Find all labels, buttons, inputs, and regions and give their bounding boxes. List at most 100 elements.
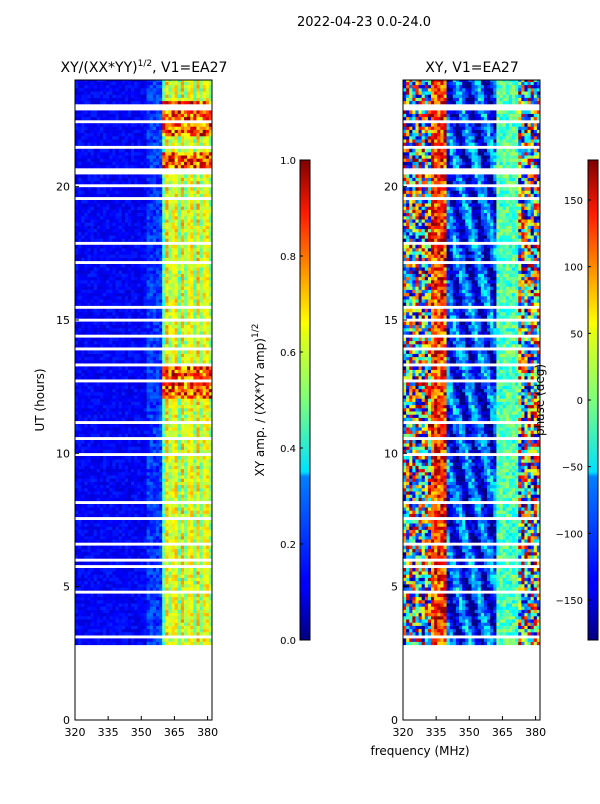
heatmap-cell [131, 465, 135, 470]
heatmap-cell [75, 280, 79, 284]
heatmap-cell [96, 273, 101, 278]
heatmap-cell [199, 628, 204, 633]
heatmap-cell [202, 616, 207, 620]
heatmap-cell [81, 468, 85, 473]
heatmap-cell [165, 593, 169, 598]
heatmap-cell [187, 308, 191, 313]
heatmap-cell [115, 536, 119, 540]
heatmap-cell [168, 385, 172, 390]
heatmap-cell [96, 350, 101, 354]
heatmap-cell [165, 270, 169, 274]
heatmap-cell [124, 398, 129, 402]
heatmap-cell [190, 494, 194, 498]
heatmap-cell [205, 292, 210, 297]
heatmap-cell [162, 254, 166, 258]
heatmap-cell [134, 398, 138, 402]
heatmap-cell [75, 497, 79, 502]
heatmap-cell [162, 475, 166, 479]
heatmap-cell [90, 430, 95, 434]
heatmap-cell [155, 398, 160, 402]
heatmap-cell [177, 494, 182, 498]
heatmap-cell [78, 510, 82, 514]
heatmap-cell [90, 545, 95, 550]
heatmap-cell [171, 638, 176, 642]
heatmap-cell [205, 616, 210, 620]
heatmap-cell [78, 427, 82, 431]
heatmap-cell [159, 427, 163, 431]
heatmap-cell [84, 584, 88, 588]
heatmap-cell [205, 228, 210, 233]
heatmap-cell [134, 488, 138, 492]
heatmap-cell [180, 235, 185, 239]
heatmap-cell [183, 625, 188, 630]
heatmap-cell [137, 430, 141, 434]
heatmap-cell [112, 264, 116, 268]
heatmap-cell [134, 312, 138, 316]
heatmap-cell [190, 232, 194, 236]
heatmap-cell [187, 465, 191, 470]
heatmap-cell [205, 632, 210, 636]
heatmap-cell [103, 616, 107, 620]
heatmap-cell [193, 289, 197, 294]
heatmap-cell [199, 619, 204, 623]
heatmap-cell [208, 622, 212, 626]
heatmap-cell [106, 609, 110, 614]
heatmap-cell [162, 577, 166, 582]
heatmap-cell [183, 520, 188, 524]
heatmap-cell [93, 609, 98, 614]
heatmap-cell [174, 491, 179, 495]
heatmap-cell [127, 536, 132, 540]
heatmap-cell [149, 475, 154, 479]
heatmap-cell [99, 408, 104, 412]
heatmap-cell [134, 350, 138, 354]
heatmap-cell [190, 609, 194, 614]
heatmap-cell [93, 248, 98, 252]
heatmap-cell [109, 276, 113, 281]
heatmap-cell [174, 433, 179, 438]
heatmap-cell [75, 414, 79, 418]
heatmap-cell [190, 532, 194, 537]
heatmap-cell [190, 555, 194, 559]
heatmap-cell [99, 340, 104, 345]
heatmap-cell [168, 536, 172, 540]
heatmap-cell [124, 296, 129, 300]
heatmap-cell [174, 296, 179, 300]
heatmap-cell [131, 244, 135, 249]
heatmap-cell [202, 382, 207, 386]
heatmap-cell [187, 603, 191, 607]
heatmap-cell [127, 443, 132, 447]
heatmap-cell [190, 433, 194, 438]
heatmap-cell [162, 228, 166, 233]
heatmap-cell [199, 235, 204, 239]
heatmap-cell [93, 468, 98, 473]
heatmap-cell [180, 411, 185, 415]
heatmap-cell [134, 603, 138, 607]
heatmap-cell [115, 612, 119, 617]
heatmap-cell [196, 494, 200, 498]
heatmap-cell [177, 264, 182, 268]
heatmap-cell [155, 449, 160, 454]
heatmap-cell [162, 283, 166, 287]
heatmap-cell [155, 254, 160, 258]
heatmap-cell [103, 641, 107, 646]
heatmap-cell [177, 612, 182, 617]
heatmap-cell [159, 276, 163, 281]
heatmap-cell [121, 296, 126, 300]
heatmap-cell [112, 254, 116, 258]
heatmap-cell [134, 456, 138, 460]
heatmap-cell [183, 337, 188, 342]
heatmap-cell [187, 446, 191, 450]
heatmap-cell [190, 238, 194, 242]
heatmap-cell [112, 494, 116, 498]
heatmap-cell [196, 302, 200, 306]
heatmap-cell [134, 520, 138, 524]
heatmap-cell [106, 225, 110, 230]
heatmap-cell [106, 513, 110, 518]
heatmap-cell [196, 376, 200, 380]
heatmap-cell [131, 238, 135, 242]
heatmap-cell [115, 321, 119, 326]
heatmap-cell [103, 468, 107, 473]
heatmap-cell [202, 449, 207, 454]
heatmap-cell [162, 580, 166, 585]
heatmap-cell [152, 225, 157, 230]
